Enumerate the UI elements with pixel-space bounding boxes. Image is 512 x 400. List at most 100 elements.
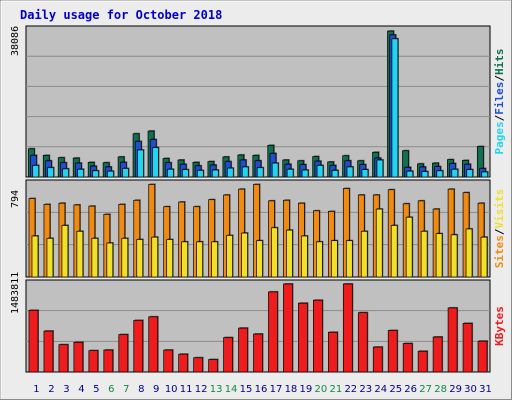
x-tick-label: 15 — [240, 384, 253, 395]
legend-entry: Sites — [493, 235, 506, 268]
x-tick-label: 3 — [63, 384, 69, 395]
x-tick-label: 13 — [210, 384, 223, 395]
x-tick-label: 14 — [225, 384, 238, 395]
bar-pages-day-27 — [421, 171, 429, 178]
bar-pages-day-13 — [211, 169, 219, 178]
bar-pages-day-16 — [256, 167, 264, 178]
bar-pages-day-21 — [331, 170, 339, 178]
bar-pages-day-4 — [77, 168, 84, 178]
bar-pages-day-28 — [436, 170, 444, 178]
panel-background — [25, 25, 491, 178]
bar-sites-day-20 — [316, 241, 323, 278]
bar-kbytes-day-26 — [402, 343, 413, 373]
bar-pages-day-19 — [301, 169, 309, 178]
x-tick-label: 26 — [404, 384, 417, 395]
bar-pages-day-26 — [406, 170, 414, 178]
bar-sites-day-5 — [91, 237, 99, 278]
x-tick-label: 30 — [464, 384, 477, 395]
bar-pages-day-14 — [226, 167, 234, 178]
legend-entry: Files — [493, 82, 506, 115]
x-tick-label: 16 — [255, 384, 268, 395]
bar-sites-day-30 — [465, 228, 473, 278]
x-axis-labels: 1 2 3 4 5 6 7 8 9 10 11 12 13 14 15 16 17 18 19 20 21 22 23 24 2… — [33, 384, 492, 395]
x-tick-label: 27 — [419, 384, 432, 395]
legend-entry: Pages — [493, 121, 506, 154]
bar-kbytes-day-4 — [73, 341, 84, 373]
bar-pages-day-20 — [316, 165, 324, 178]
bar-kbytes-day-17 — [268, 291, 278, 373]
x-tick-label: 2 — [48, 384, 54, 395]
bar-kbytes-day-7 — [118, 334, 129, 373]
bar-pages-day-29 — [451, 168, 459, 178]
x-tick-label: 31 — [479, 384, 492, 395]
bar-sites-day-21 — [330, 240, 338, 278]
bar-pages-day-5 — [92, 170, 99, 178]
chart-title: Daily usage for October 2018 — [20, 8, 222, 22]
legend-entry: / — [493, 114, 506, 121]
bar-pages-day-17 — [271, 162, 279, 178]
panel-max-label: 38086 — [10, 26, 21, 56]
x-tick-label: 28 — [434, 384, 447, 395]
x-tick-label: 18 — [285, 384, 298, 395]
bar-sites-day-23 — [360, 230, 368, 278]
bar-sites-day-11 — [181, 241, 189, 278]
x-tick-label: 9 — [153, 384, 159, 395]
bar-kbytes-day-13 — [208, 359, 218, 373]
bar-kbytes-day-29 — [447, 307, 458, 373]
legend-entry: Hits — [493, 49, 506, 76]
bar-pages-day-30 — [466, 169, 474, 178]
bar-sites-day-29 — [450, 234, 458, 278]
bar-kbytes-day-23 — [357, 312, 368, 373]
bar-sites-day-10 — [166, 239, 174, 278]
bar-kbytes-day-5 — [88, 350, 99, 373]
bar-sites-day-9 — [151, 236, 159, 278]
x-tick-label: 5 — [93, 384, 99, 395]
bar-kbytes-day-20 — [313, 299, 323, 373]
bar-kbytes-day-28 — [432, 336, 443, 373]
legend-entry: / — [493, 228, 506, 235]
bar-sites-day-25 — [390, 225, 398, 278]
x-tick-label: 19 — [300, 384, 313, 395]
bar-kbytes-day-2 — [43, 330, 54, 373]
bar-sites-day-8 — [136, 239, 144, 278]
bar-sites-day-31 — [480, 236, 488, 278]
bar-kbytes-day-16 — [253, 333, 263, 373]
bar-kbytes-day-11 — [178, 353, 189, 373]
bar-kbytes-day-9 — [148, 316, 159, 373]
bar-pages-day-8 — [137, 149, 144, 178]
bar-kbytes-day-30 — [462, 323, 473, 373]
bar-kbytes-day-12 — [193, 357, 203, 373]
bar-kbytes-day-24 — [372, 346, 383, 373]
bar-kbytes-day-3 — [58, 344, 69, 373]
x-tick-label: 22 — [344, 384, 357, 395]
bar-pages-day-7 — [122, 168, 129, 178]
panel-visits: 794 Sites/Visits — [10, 179, 506, 278]
x-tick-label: 1 — [33, 384, 39, 395]
bar-pages-day-10 — [167, 168, 174, 178]
bar-pages-day-2 — [47, 167, 55, 178]
bar-pages-day-12 — [196, 170, 204, 178]
bar-sites-day-12 — [196, 241, 203, 278]
x-tick-label: 23 — [359, 384, 372, 395]
bar-pages-day-23 — [361, 169, 369, 178]
x-tick-label: 11 — [180, 384, 193, 395]
x-tick-label: 6 — [108, 384, 114, 395]
bar-sites-day-26 — [405, 216, 413, 278]
bar-sites-day-17 — [271, 227, 278, 278]
bar-pages-day-1 — [32, 165, 40, 178]
bar-sites-day-6 — [106, 242, 114, 278]
bar-kbytes-day-22 — [342, 283, 353, 373]
legend-entry: Visits — [493, 189, 506, 229]
x-tick-label: 4 — [78, 384, 84, 395]
bar-sites-day-28 — [435, 233, 443, 278]
bar-kbytes-day-10 — [163, 349, 174, 373]
bar-pages-day-22 — [346, 166, 354, 178]
panel-kbytes: 1483811 KBytes — [10, 272, 506, 373]
bar-kbytes-day-19 — [298, 302, 308, 373]
bar-pages-day-25 — [391, 38, 399, 178]
legend-entry: / — [493, 75, 506, 82]
